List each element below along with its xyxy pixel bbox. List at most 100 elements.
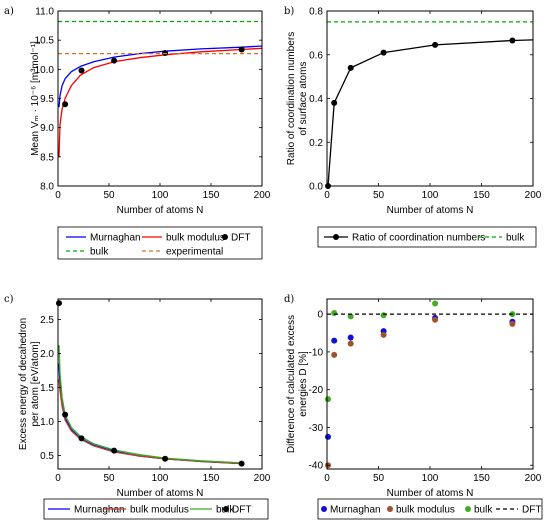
legend-item-murnaghan-label: Murnaghan bbox=[330, 505, 381, 516]
x-tick-label: 0 bbox=[324, 190, 330, 201]
x-tick-label: 0 bbox=[55, 473, 61, 484]
series-d-bulk-point bbox=[432, 300, 439, 307]
legend-item-ratio-of-coordination-numbers-label: Ratio of coordination numbers bbox=[352, 233, 485, 244]
y-tick-label: -30 bbox=[309, 423, 324, 434]
panel-c: c) 0 50 100 150 200 0.5 1.0 1.5 2.0 2.5 Number of a… bbox=[4, 294, 271, 520]
series-d-bulk-modulus-point bbox=[380, 331, 387, 338]
panel-label-a: a) bbox=[4, 6, 14, 17]
series-b-ratio-of-coordination-numbers-point bbox=[380, 49, 387, 56]
series-b-ratio-of-coordination-numbers-point bbox=[331, 99, 338, 106]
legend-item-murnaghan-label: Murnaghan bbox=[90, 233, 141, 244]
x-tick-label: 50 bbox=[373, 473, 385, 484]
series-c-dft-point bbox=[78, 435, 85, 442]
series-d-bulk-modulus-point bbox=[432, 316, 439, 323]
series-d-bulk-point bbox=[380, 312, 387, 319]
series-d-bulk-modulus-point bbox=[347, 340, 354, 347]
y-tick-label: 9.5 bbox=[40, 94, 54, 105]
series-d-murnaghan-point bbox=[325, 433, 331, 440]
series-d-bulk-modulus-point bbox=[509, 320, 516, 327]
legend-item-bulk-label: bulk bbox=[474, 505, 493, 516]
series-a-dft-point bbox=[78, 67, 85, 74]
series-d-bulk-modulus-point bbox=[331, 351, 338, 358]
y-tick-label: 1.0 bbox=[40, 417, 54, 428]
x-tick-label: 150 bbox=[473, 190, 490, 201]
x-tick-label: 200 bbox=[525, 190, 542, 201]
x-tick-label: 200 bbox=[254, 190, 271, 201]
series-b-ratio-of-coordination-numbers-point bbox=[347, 64, 354, 71]
series-c-dft-point bbox=[56, 300, 62, 307]
plot-frame-d bbox=[326, 298, 534, 470]
legend-item-ratio-of-coordination-numbers-marker bbox=[333, 234, 339, 240]
y-tick-label: 0 bbox=[317, 310, 323, 321]
x-tick-label: 100 bbox=[152, 190, 169, 201]
legend-item-experimental-label: experimental bbox=[166, 247, 223, 258]
y-tick-label: 8.0 bbox=[40, 182, 54, 193]
legend-item-bulk-label: bulk bbox=[506, 233, 525, 244]
x-tick-label: 50 bbox=[373, 190, 385, 201]
y-axis-label-c: per atom [eV/atom] bbox=[30, 341, 41, 426]
y-tick-label: 2.0 bbox=[40, 349, 54, 360]
y-axis-label-a: Mean Vₘ · 10⁻⁶ [m³mol⁻¹] bbox=[30, 41, 41, 156]
legend-item-bulk-modulus-marker bbox=[387, 506, 393, 512]
legend-box-c bbox=[43, 498, 269, 520]
series-c-dft-point bbox=[62, 411, 69, 418]
legend-item-dft-marker bbox=[222, 234, 228, 240]
series-d-bulk-point bbox=[325, 396, 331, 403]
panel-label-c: c) bbox=[4, 294, 14, 305]
series-b-ratio-of-coordination-numbers-point bbox=[432, 41, 439, 48]
x-tick-label: 150 bbox=[203, 473, 220, 484]
legend-d: Murnaghan bulk modulus bulk DFT bbox=[317, 498, 543, 520]
legend-box-d bbox=[317, 498, 543, 520]
x-tick-label: 0 bbox=[55, 190, 61, 201]
plot-frame-b bbox=[326, 10, 534, 187]
series-b-ratio-of-coordination-numbers-line bbox=[327, 39, 533, 186]
y-axis-label-b: of surface atoms bbox=[298, 62, 309, 136]
x-axis-label-b: Number of atoms N bbox=[387, 205, 474, 216]
legend-item-dft-label: DFT bbox=[231, 233, 250, 244]
x-tick-label: 100 bbox=[152, 473, 169, 484]
legend-item-bulk-label: bulk bbox=[90, 247, 109, 258]
legend-a: Murnaghan bulk modulus DFT bulk experimental bbox=[57, 226, 263, 260]
y-tick-label: 1.5 bbox=[40, 383, 54, 394]
series-d-bulk-point bbox=[331, 310, 338, 316]
series-c-dft-point bbox=[162, 455, 169, 462]
legend-item-dft-label: DFT bbox=[522, 505, 541, 516]
y-tick-label: 0.6 bbox=[309, 50, 323, 61]
panel-label-b: b) bbox=[284, 6, 294, 17]
x-tick-label: 50 bbox=[103, 473, 115, 484]
x-tick-label: 0 bbox=[324, 473, 330, 484]
y-axis-label-d: Difference of calculated excess bbox=[286, 315, 297, 453]
y-tick-label: 0.5 bbox=[40, 451, 54, 462]
legend-item-bulk-marker bbox=[465, 506, 471, 512]
series-c-dft-point bbox=[238, 460, 245, 467]
y-axis-label-d: energies D [%] bbox=[298, 351, 309, 417]
series-c-bulk-line bbox=[58, 345, 242, 464]
legend-item-dft-label: DFT bbox=[232, 505, 251, 516]
series-c-dft-point bbox=[111, 447, 118, 454]
series-b-ratio-of-coordination-numbers-point bbox=[509, 37, 516, 44]
y-tick-label: 0.4 bbox=[309, 94, 323, 105]
legend-item-murnaghan-label: Murnaghan bbox=[74, 505, 125, 516]
series-d-murnaghan-point bbox=[331, 337, 338, 344]
panel-label-d: d) bbox=[284, 294, 294, 305]
y-tick-label: -20 bbox=[309, 385, 324, 396]
series-a-murnaghan-line bbox=[58, 45, 262, 108]
series-a-dft-point bbox=[238, 46, 245, 53]
y-tick-label: 8.5 bbox=[40, 152, 54, 163]
x-tick-label: 150 bbox=[203, 190, 220, 201]
legend-box-b bbox=[317, 226, 537, 248]
x-tick-label: 100 bbox=[422, 190, 439, 201]
legend-item-bulk-modulus-label: bulk modulus bbox=[396, 505, 455, 516]
y-tick-label: -10 bbox=[309, 347, 324, 358]
y-axis-label-b: Ratio of coordination numbers bbox=[286, 32, 297, 165]
y-tick-label: 2.5 bbox=[40, 315, 54, 326]
legend-box-a bbox=[57, 226, 263, 260]
y-tick-label: 10.5 bbox=[35, 36, 55, 47]
y-tick-label: 0.8 bbox=[309, 7, 323, 18]
y-tick-label: 10.0 bbox=[35, 65, 55, 76]
panel-d: d) 0 50 100 150 200 -40 -30 -20 -10 0 Number of ato… bbox=[284, 294, 543, 520]
series-c-murnaghan-line bbox=[58, 363, 242, 465]
series-a-dft-point bbox=[62, 101, 69, 108]
